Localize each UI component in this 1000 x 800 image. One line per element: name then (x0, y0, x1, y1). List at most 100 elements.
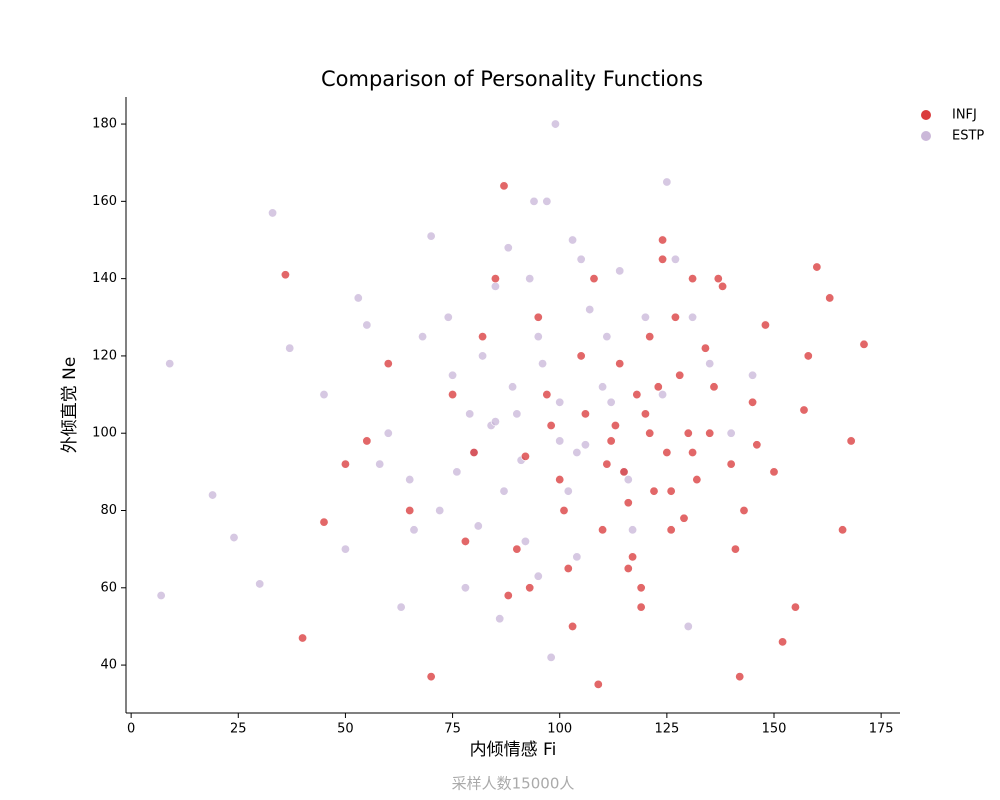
point (606, 436, 616, 446)
point (649, 486, 659, 496)
point (602, 332, 612, 342)
point (285, 343, 295, 353)
point (418, 332, 428, 342)
point (156, 591, 166, 601)
point (705, 359, 715, 369)
point (658, 254, 668, 264)
point (640, 409, 650, 419)
point (580, 409, 590, 419)
point (739, 506, 749, 516)
point (426, 231, 436, 241)
point (778, 637, 788, 647)
point (705, 428, 715, 438)
point (490, 417, 500, 427)
point (628, 552, 638, 562)
point (409, 525, 419, 535)
footnote: 采样人数15000人 (452, 775, 575, 793)
point (383, 428, 393, 438)
point (602, 459, 612, 469)
point (688, 312, 698, 322)
point (280, 270, 290, 280)
point (683, 428, 693, 438)
point (735, 672, 745, 682)
point (632, 390, 642, 400)
point (790, 602, 800, 612)
legend-label: INFJ (952, 108, 977, 123)
point (448, 390, 458, 400)
point (512, 409, 522, 419)
point (589, 274, 599, 284)
y-tick-label: 120 (92, 348, 117, 363)
point (645, 428, 655, 438)
point (645, 332, 655, 342)
point (165, 359, 175, 369)
point (563, 563, 573, 573)
point (752, 440, 762, 450)
point (610, 420, 620, 430)
y-tick-label: 60 (100, 580, 117, 595)
x-tick-label: 125 (654, 722, 679, 737)
point (405, 506, 415, 516)
point (730, 544, 740, 554)
point (435, 506, 445, 516)
point (713, 274, 723, 284)
point (396, 602, 406, 612)
point (520, 536, 530, 546)
point (473, 521, 483, 531)
point (555, 436, 565, 446)
legend-marker (921, 110, 931, 120)
point (593, 679, 603, 689)
point (319, 390, 329, 400)
point (846, 436, 856, 446)
point (636, 602, 646, 612)
point (340, 459, 350, 469)
y-tick-label: 180 (92, 117, 117, 132)
point (572, 552, 582, 562)
point (508, 382, 518, 392)
point (726, 459, 736, 469)
point (640, 312, 650, 322)
point (229, 533, 239, 543)
point (268, 208, 278, 218)
point (568, 621, 578, 631)
x-tick-label: 100 (547, 722, 572, 737)
point (670, 254, 680, 264)
point (362, 436, 372, 446)
point (499, 181, 509, 191)
point (542, 390, 552, 400)
point (490, 274, 500, 284)
point (546, 420, 556, 430)
point (598, 525, 608, 535)
x-tick-label: 25 (230, 722, 247, 737)
point (503, 243, 513, 253)
x-tick-label: 175 (869, 722, 894, 737)
point (478, 351, 488, 361)
y-tick-label: 140 (92, 271, 117, 286)
x-tick-label: 150 (762, 722, 787, 737)
point (576, 254, 586, 264)
x-axis-label: 内倾情感 Fi (470, 740, 557, 760)
point (692, 475, 702, 485)
point (615, 266, 625, 276)
point (405, 475, 415, 485)
point (576, 351, 586, 361)
point (666, 525, 676, 535)
point (512, 544, 522, 554)
point (533, 312, 543, 322)
point (525, 583, 535, 593)
point (568, 235, 578, 245)
point (679, 513, 689, 523)
legend-label: ESTP (952, 129, 984, 144)
point (572, 448, 582, 458)
point (606, 397, 616, 407)
point (623, 498, 633, 508)
point (709, 382, 719, 392)
point (465, 409, 475, 419)
point (538, 359, 548, 369)
x-tick-label: 75 (444, 722, 461, 737)
point (859, 339, 869, 349)
point (726, 428, 736, 438)
point (362, 320, 372, 330)
point (550, 119, 560, 129)
